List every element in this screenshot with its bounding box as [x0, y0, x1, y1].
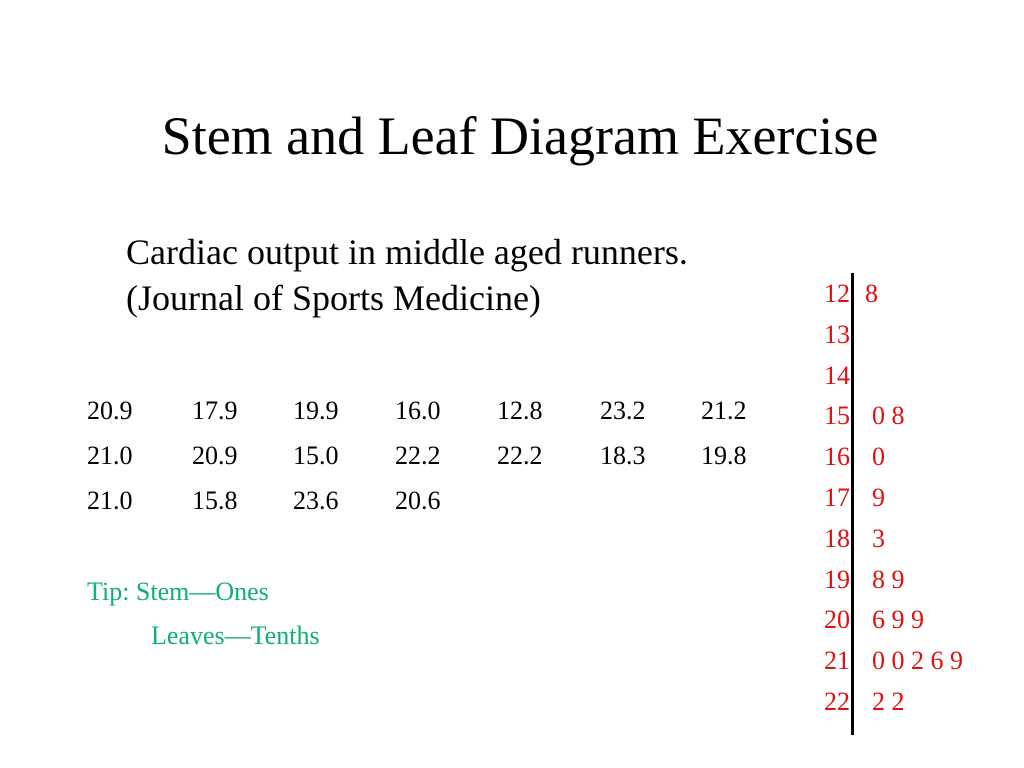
- stem-value: 20: [824, 605, 850, 635]
- leaf-values: 2 2: [872, 686, 905, 716]
- data-value: 15.0: [293, 441, 339, 470]
- leaf-values: 8 9: [872, 564, 905, 594]
- leaf-values: 3: [872, 523, 885, 553]
- stem-leaf-divider: [851, 273, 854, 735]
- tip-line-1: Tip: Stem—Ones: [87, 577, 269, 606]
- data-value: 17.9: [192, 396, 238, 425]
- slide-subtitle: Cardiac output in middle aged runners. (…: [126, 229, 688, 321]
- data-value: 20.9: [192, 441, 238, 470]
- data-value: 22.2: [497, 441, 543, 470]
- slide-title: Stem and Leaf Diagram Exercise: [161, 106, 879, 166]
- leaf-values: 0 0 2 6 9: [872, 646, 963, 676]
- stem-value: 18: [824, 523, 850, 553]
- stem-value: 21: [824, 646, 850, 676]
- leaf-values: 8: [865, 279, 878, 308]
- stem-value: 17: [824, 482, 850, 512]
- data-value: 19.9: [293, 396, 339, 425]
- data-value: 22.2: [395, 441, 441, 470]
- data-value: 18.3: [600, 441, 646, 470]
- data-value: 21.0: [87, 441, 133, 470]
- stem-value: 12: [824, 279, 850, 308]
- leaf-values: 6 9 9: [872, 605, 924, 635]
- data-value: 12.8: [497, 396, 543, 425]
- data-value: 20.6: [395, 486, 441, 515]
- data-value: 19.8: [701, 441, 747, 470]
- stem-value: 16: [824, 442, 850, 472]
- leaf-values: 9: [872, 482, 885, 512]
- data-value: 20.9: [87, 396, 133, 425]
- data-value: 23.6: [293, 486, 339, 515]
- subtitle-line-2: (Journal of Sports Medicine): [126, 278, 541, 318]
- stem-value: 13: [824, 319, 850, 349]
- stem-value: 19: [824, 564, 850, 594]
- data-value: 23.2: [600, 396, 646, 425]
- tip-line-2: Leaves—Tenths: [151, 621, 320, 650]
- subtitle-line-1: Cardiac output in middle aged runners.: [126, 232, 688, 272]
- data-value: 15.8: [192, 486, 238, 515]
- stem-value: 15: [824, 401, 850, 431]
- leaf-values: 0 8: [872, 401, 905, 431]
- stem-value: 14: [824, 360, 850, 390]
- stem-value: 22: [824, 686, 850, 716]
- data-value: 16.0: [395, 396, 441, 425]
- leaf-values: 0: [872, 442, 885, 472]
- data-value: 21.2: [701, 396, 747, 425]
- data-value: 21.0: [87, 486, 133, 515]
